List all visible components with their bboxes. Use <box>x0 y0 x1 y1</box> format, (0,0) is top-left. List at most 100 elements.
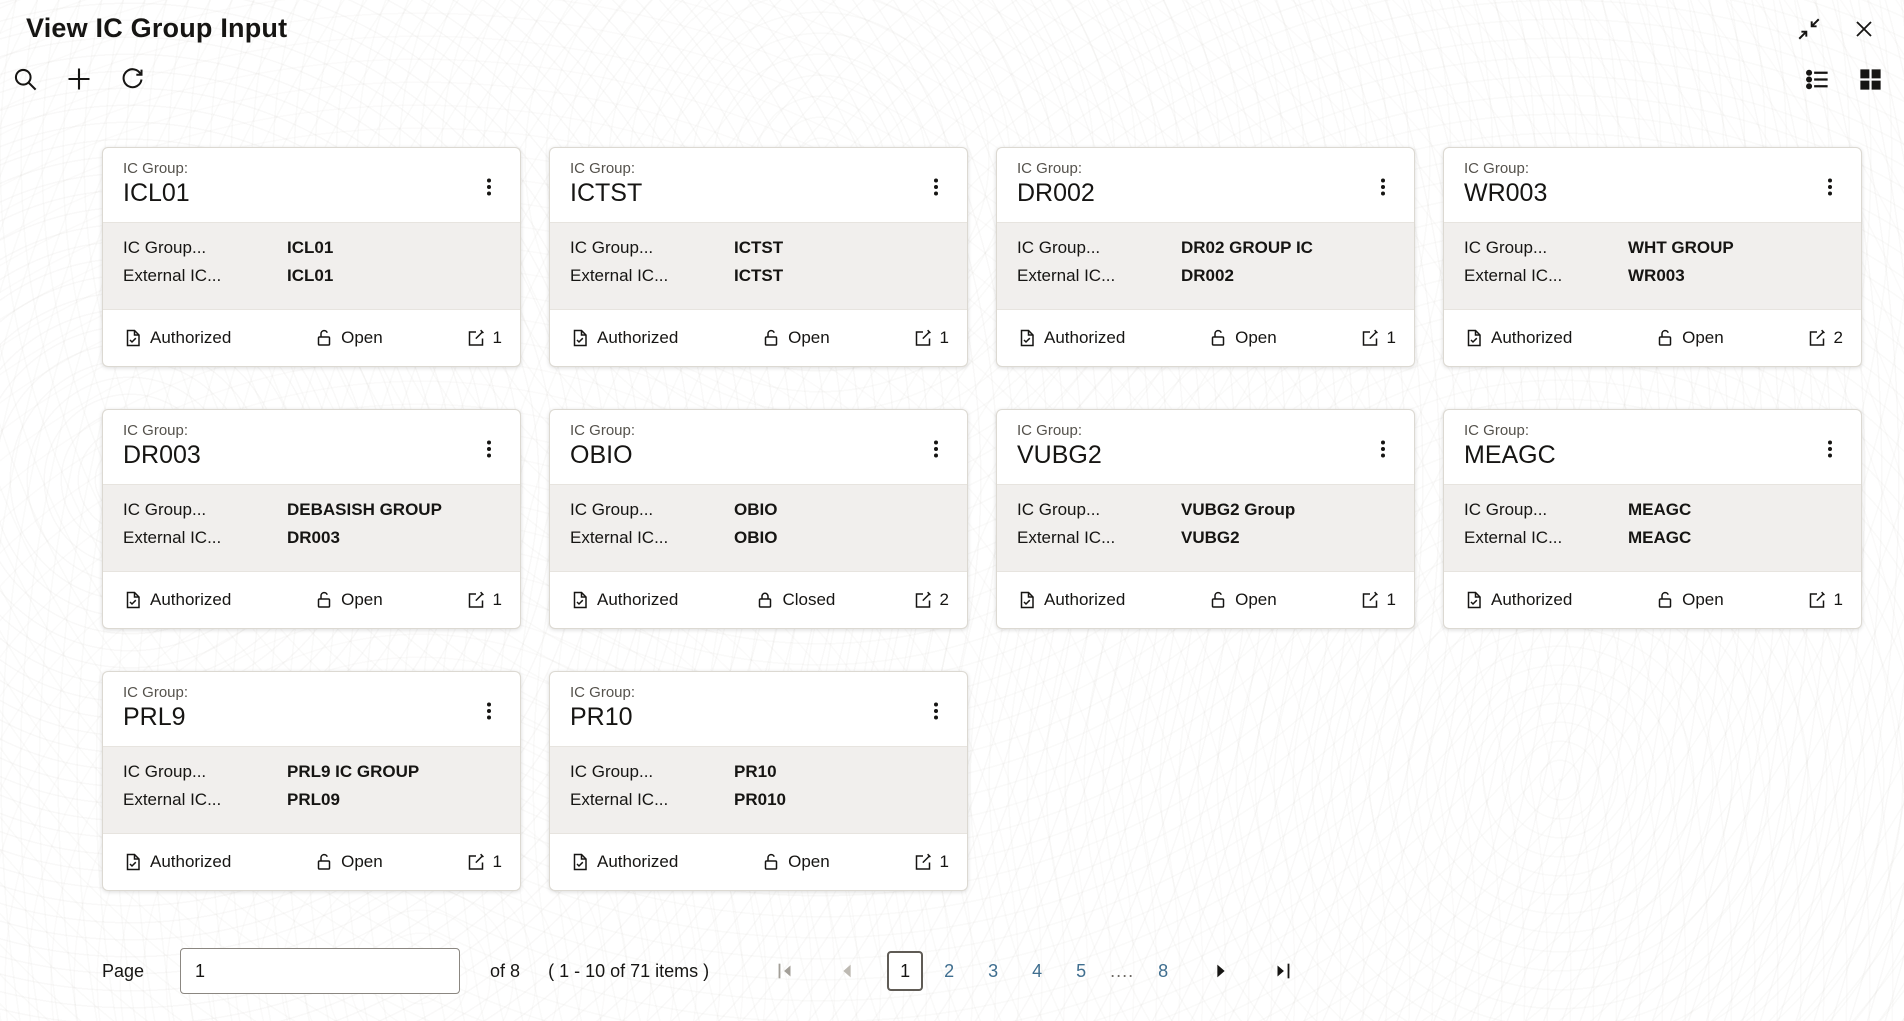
kebab-menu-icon <box>487 178 491 196</box>
authorization-status-label: Authorized <box>150 590 232 609</box>
card-actions-menu-button[interactable] <box>1811 430 1849 468</box>
card-actions-menu-button[interactable] <box>1364 430 1402 468</box>
page-number-4[interactable]: 4 <box>1019 951 1055 991</box>
first-page-button[interactable] <box>767 953 803 989</box>
close-button[interactable] <box>1850 15 1878 43</box>
record-status: Open <box>1208 590 1277 610</box>
card-external-value: VUBG2 <box>1181 528 1240 547</box>
card-external-label: External IC... <box>1464 266 1563 285</box>
card-actions-menu-button[interactable] <box>470 692 508 730</box>
card-ic-group-value: PR10 <box>570 703 633 731</box>
authorization-status-label: Authorized <box>1044 328 1126 347</box>
kebab-menu-icon <box>934 178 938 196</box>
card-external-value: WR003 <box>1628 266 1685 285</box>
authorization-status-label: Authorized <box>597 328 679 347</box>
list-view-button[interactable] <box>1802 64 1833 95</box>
card-actions-menu-button[interactable] <box>917 692 955 730</box>
edit-icon <box>468 329 484 346</box>
card-external-label: External IC... <box>123 790 222 809</box>
last-page-icon <box>1277 963 1290 979</box>
authorized-icon <box>126 591 140 609</box>
card-ic-group-value: DR002 <box>1017 179 1095 207</box>
page-ellipsis: .... <box>1110 960 1135 981</box>
ic-group-card: IC Group: ICL01 IC Group... ICL01 Extern… <box>102 147 521 367</box>
title-bar: View IC Group Input <box>0 0 1904 55</box>
card-external-label: External IC... <box>1017 266 1116 285</box>
page-number-input[interactable] <box>180 948 461 994</box>
card-name-label: IC Group... <box>1017 500 1101 519</box>
record-status: Open <box>1208 328 1277 348</box>
next-page-icon <box>1217 964 1225 978</box>
ic-group-card: IC Group: PRL9 IC Group... PRL9 IC GROUP… <box>102 671 521 891</box>
record-status: Open <box>314 852 383 872</box>
authorized-icon <box>126 853 140 871</box>
lock-open-icon <box>1211 591 1225 608</box>
edit-icon <box>1809 329 1825 346</box>
page-number-2[interactable]: 2 <box>931 951 967 991</box>
collapse-window-button[interactable] <box>1794 14 1824 44</box>
add-button[interactable] <box>63 63 95 95</box>
kebab-menu-icon <box>487 440 491 458</box>
card-ic-group-label: IC Group: <box>1017 422 1083 439</box>
page-number-5[interactable]: 5 <box>1063 951 1099 991</box>
edit-count-value: 2 <box>1833 328 1843 347</box>
card-ic-group-value: WR003 <box>1464 179 1548 207</box>
previous-page-button[interactable] <box>829 953 865 989</box>
card-name-value: DEBASISH GROUP <box>287 500 442 519</box>
authorization-status-label: Authorized <box>150 852 232 871</box>
edit-count: 1 <box>913 852 949 872</box>
card-external-value: DR002 <box>1181 266 1234 285</box>
card-actions-menu-button[interactable] <box>1811 168 1849 206</box>
authorization-status: Authorized <box>570 590 678 610</box>
authorization-status: Authorized <box>1017 590 1125 610</box>
pagination-bar: Page of 8 ( 1 - 10 of 71 items ) 1 2 3 4… <box>102 947 1904 995</box>
card-actions-menu-button[interactable] <box>470 168 508 206</box>
card-external-label: External IC... <box>1017 528 1116 547</box>
ic-group-card: IC Group: PR10 IC Group... PR10 External… <box>549 671 968 891</box>
card-name-value: ICTST <box>734 238 784 257</box>
page-number-current[interactable]: 1 <box>887 951 924 991</box>
card-external-value: MEAGC <box>1628 528 1692 547</box>
authorized-icon <box>573 591 587 609</box>
search-button[interactable] <box>10 64 41 95</box>
record-status-label: Closed <box>782 590 836 609</box>
ic-group-card: IC Group: ICTST IC Group... ICTST Extern… <box>549 147 968 367</box>
last-page-button[interactable] <box>1265 953 1301 989</box>
card-actions-menu-button[interactable] <box>1364 168 1402 206</box>
authorized-icon <box>126 329 140 347</box>
card-external-label: External IC... <box>570 790 669 809</box>
card-name-label: IC Group... <box>570 762 654 781</box>
lock-open-icon <box>764 329 778 346</box>
authorization-status: Authorized <box>123 852 231 872</box>
card-ic-group-value: MEAGC <box>1464 441 1556 469</box>
record-status-label: Open <box>1235 328 1277 347</box>
lock-open-icon <box>1211 329 1225 346</box>
authorization-status: Authorized <box>123 328 231 348</box>
kebab-menu-icon <box>1828 178 1832 196</box>
card-actions-menu-button[interactable] <box>917 430 955 468</box>
card-grid: IC Group: ICL01 IC Group... ICL01 Extern… <box>102 147 1862 891</box>
page-number-3[interactable]: 3 <box>975 951 1011 991</box>
next-page-button[interactable] <box>1203 953 1239 989</box>
card-external-value: PR010 <box>734 790 786 809</box>
card-external-label: External IC... <box>570 528 669 547</box>
edit-count: 1 <box>913 328 949 348</box>
grid-view-button[interactable] <box>1855 64 1886 95</box>
card-ic-group-value: DR003 <box>123 441 201 469</box>
record-status-label: Open <box>1682 590 1724 609</box>
record-status: Open <box>314 590 383 610</box>
card-actions-menu-button[interactable] <box>917 168 955 206</box>
search-icon <box>14 68 37 90</box>
authorized-icon <box>1020 329 1034 347</box>
card-external-value: DR003 <box>287 528 340 547</box>
page-number-8[interactable]: 8 <box>1145 951 1181 991</box>
card-actions-menu-button[interactable] <box>470 430 508 468</box>
edit-icon <box>1362 591 1378 608</box>
edit-count-value: 1 <box>939 328 949 347</box>
card-name-label: IC Group... <box>1464 500 1548 519</box>
record-status: Closed <box>755 590 835 610</box>
refresh-button[interactable] <box>117 64 148 95</box>
record-status: Open <box>1655 590 1724 610</box>
card-name-value: VUBG2 Group <box>1181 500 1296 519</box>
kebab-menu-icon <box>1828 440 1832 458</box>
